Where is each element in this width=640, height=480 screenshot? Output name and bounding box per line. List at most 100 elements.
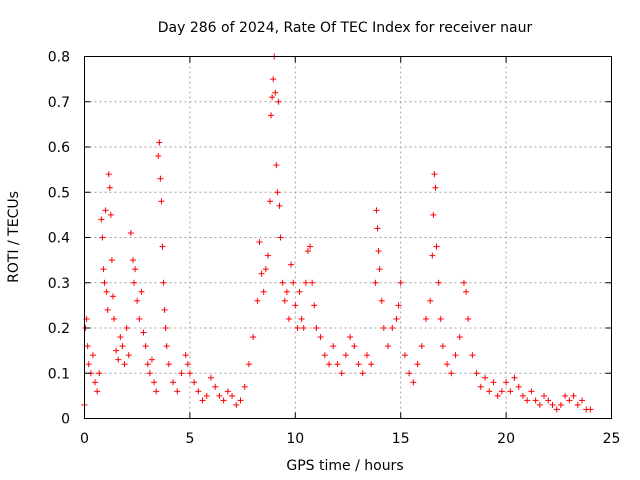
x-tick-labels: 0 5 10 15 20 25 [80, 431, 620, 447]
x-tick-label: 10 [286, 431, 304, 447]
data-point [486, 388, 493, 395]
data-point [494, 392, 501, 399]
data-point [199, 397, 206, 404]
data-point [433, 243, 440, 250]
data-point [105, 171, 112, 178]
data-point [311, 302, 318, 309]
y-tick-label: 0.8 [48, 50, 70, 66]
data-point [385, 343, 392, 350]
x-tick-label: 25 [603, 431, 621, 447]
data-point [270, 76, 277, 83]
data-point [119, 343, 126, 350]
data-point [144, 361, 151, 368]
data-point [132, 266, 139, 273]
data-point [477, 383, 484, 390]
data-point [444, 361, 451, 368]
data-point [422, 315, 429, 322]
data-point [338, 370, 345, 377]
data-point [212, 383, 219, 390]
data-point [131, 279, 138, 286]
axis-ticks [84, 56, 612, 419]
y-tick-label: 0.7 [48, 95, 70, 111]
data-point [397, 279, 404, 286]
data-point [237, 397, 244, 404]
data-point [304, 248, 311, 255]
data-point [165, 361, 172, 368]
data-point [138, 288, 145, 295]
data-point [469, 352, 476, 359]
data-point [507, 388, 514, 395]
data-point [107, 211, 114, 218]
data-point [276, 202, 283, 209]
data-point [545, 397, 552, 404]
data-point [163, 343, 170, 350]
data-point [283, 288, 290, 295]
data-point [519, 392, 526, 399]
data-point [389, 325, 396, 331]
data-point [375, 248, 382, 255]
data-point [541, 392, 548, 399]
data-point [288, 261, 295, 268]
data-point [94, 388, 101, 395]
data-point [557, 401, 564, 408]
data-point [216, 392, 223, 399]
data-point [157, 175, 164, 182]
plot-frame [84, 56, 612, 419]
data-point [437, 315, 444, 322]
data-point [498, 388, 505, 395]
data-point [111, 315, 118, 322]
x-tick-label: 0 [80, 431, 89, 447]
data-point [277, 234, 284, 241]
data-point [117, 334, 124, 341]
data-point [109, 293, 116, 300]
data-point [326, 361, 333, 368]
data-point [151, 379, 158, 386]
data-point [536, 401, 543, 408]
data-point [108, 257, 115, 264]
data-point [460, 279, 467, 286]
y-tick-label: 0.2 [48, 321, 70, 337]
data-point [148, 356, 155, 363]
data-point [281, 297, 288, 304]
data-point [158, 198, 165, 205]
data-point [279, 279, 286, 286]
x-tick-label: 5 [185, 431, 194, 447]
data-point [549, 401, 556, 408]
data-point [256, 239, 263, 246]
data-point [267, 198, 274, 205]
data-point [515, 383, 522, 390]
data-point [134, 297, 141, 304]
data-point [85, 361, 92, 368]
data-point [146, 370, 153, 377]
data-point [452, 352, 459, 359]
data-point [553, 406, 560, 413]
data-point [195, 388, 202, 395]
data-point [106, 184, 113, 191]
data-point [401, 352, 408, 359]
data-point [562, 392, 569, 399]
data-point [156, 139, 163, 146]
data-point [178, 370, 185, 377]
data-point [359, 370, 366, 377]
x-tick-label: 15 [392, 431, 410, 447]
y-tick-label: 0 [61, 412, 70, 428]
data-point [160, 279, 167, 286]
data-point [224, 388, 231, 395]
data-point [363, 352, 370, 359]
data-point [427, 297, 434, 304]
data-point [463, 288, 470, 295]
data-point [566, 397, 573, 404]
data-point [184, 361, 191, 368]
data-point [115, 356, 122, 363]
data-point [334, 361, 341, 368]
data-point [378, 297, 385, 304]
data-point [351, 343, 358, 350]
data-point [309, 279, 316, 286]
data-point [233, 401, 240, 408]
data-point [127, 229, 134, 236]
data-point [245, 361, 252, 368]
data-point [298, 315, 305, 322]
data-point [321, 352, 328, 359]
data-point [418, 343, 425, 350]
